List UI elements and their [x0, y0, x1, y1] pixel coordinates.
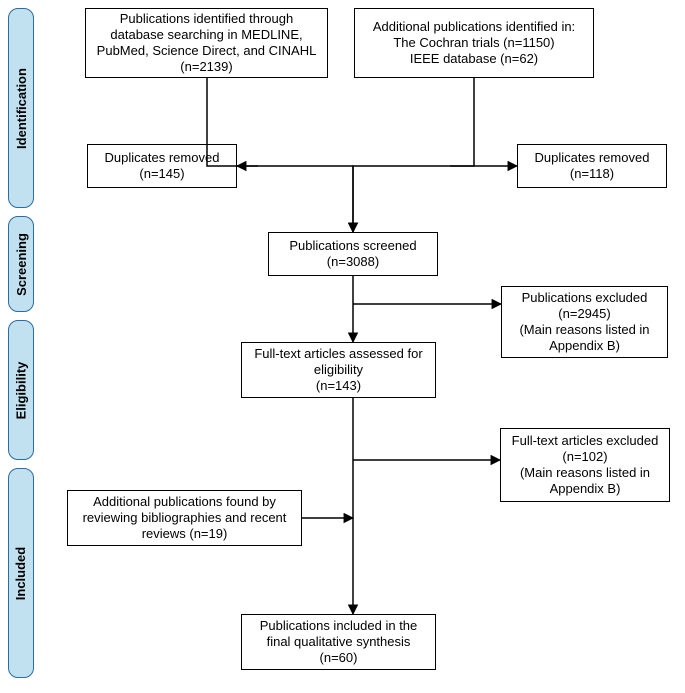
- box-text: Full-text articles assessed for eligibil…: [248, 346, 429, 395]
- box-fulltext: Full-text articles assessed for eligibil…: [241, 342, 436, 398]
- box-text: Publications excluded (n=2945) (Main rea…: [508, 290, 661, 355]
- arrow-add-to-screen: [353, 78, 474, 232]
- stage-label-text: Identification: [14, 68, 29, 149]
- box-screened: Publications screened (n=3088): [268, 232, 438, 276]
- box-text: Publications included in the final quali…: [248, 618, 429, 667]
- box-additional: Additional publications identified in: T…: [354, 8, 594, 78]
- stage-label-text: Eligibility: [14, 361, 29, 419]
- box-text: Full-text articles excluded (n=102) (Mai…: [507, 433, 663, 498]
- stage-eligibility: Eligibility: [8, 320, 34, 460]
- box-excluded-publications: Publications excluded (n=2945) (Main rea…: [501, 286, 668, 358]
- box-final: Publications included in the final quali…: [241, 614, 436, 670]
- box-duplicates-left: Duplicates removed (n=145): [87, 144, 237, 188]
- box-duplicates-right: Duplicates removed (n=118): [517, 144, 667, 188]
- box-text: Publications screened (n=3088): [275, 238, 431, 271]
- box-text: Additional publications identified in: T…: [373, 19, 575, 68]
- box-text: Publications identified through database…: [92, 11, 321, 76]
- stage-identification: Identification: [8, 8, 34, 208]
- box-text: Additional publications found by reviewi…: [74, 494, 295, 543]
- box-db-search: Publications identified through database…: [85, 8, 328, 78]
- stage-label-text: Included: [14, 546, 29, 599]
- box-text: Duplicates removed (n=118): [524, 150, 660, 183]
- box-additional-bibliographies: Additional publications found by reviewi…: [67, 490, 302, 546]
- stage-screening: Screening: [8, 216, 34, 312]
- stage-included: Included: [8, 468, 34, 678]
- box-excluded-fulltext: Full-text articles excluded (n=102) (Mai…: [500, 428, 670, 502]
- stage-label-text: Screening: [14, 233, 29, 296]
- box-text: Duplicates removed (n=145): [94, 150, 230, 183]
